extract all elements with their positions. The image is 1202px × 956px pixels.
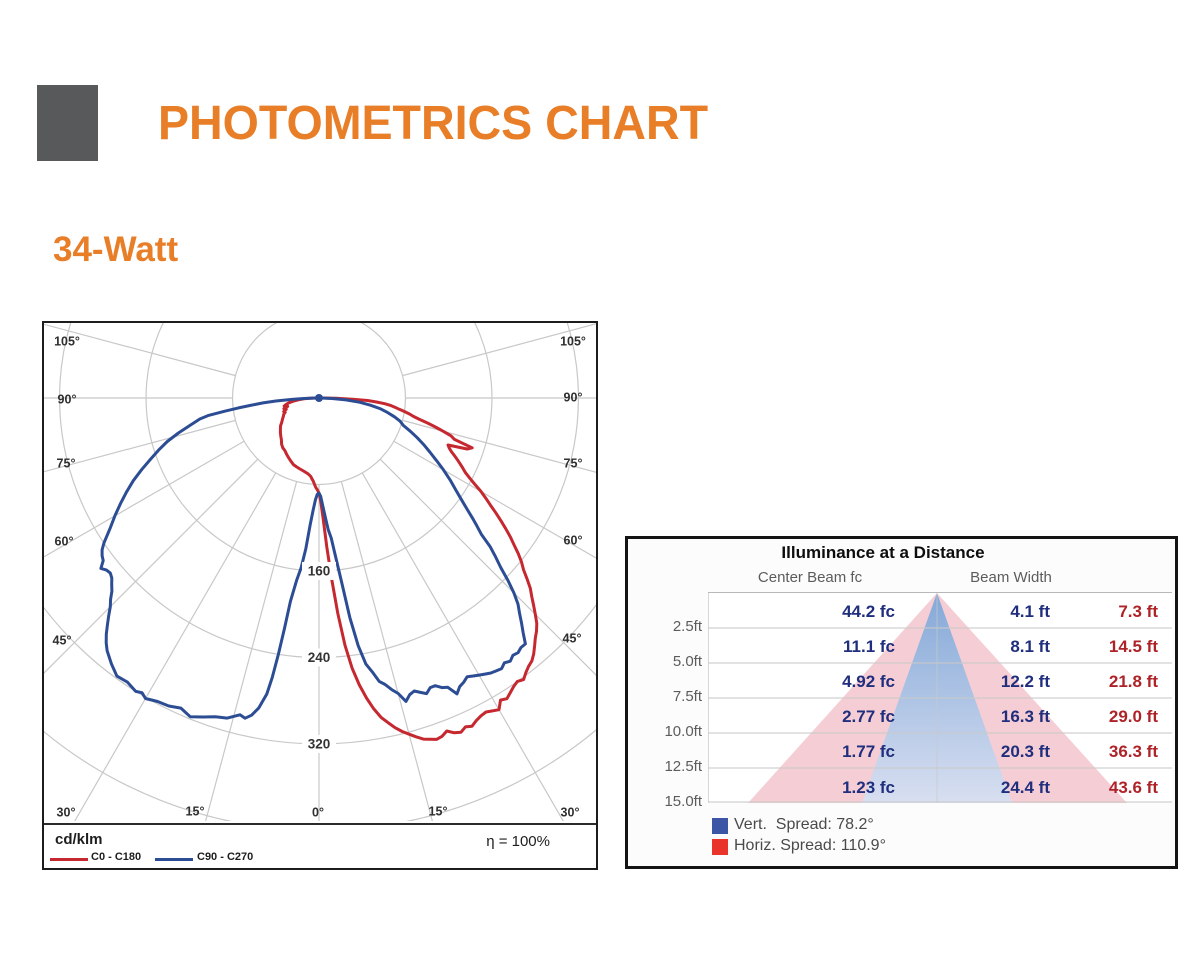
polar-distribution-chart: 160 240 320 105° 90° 75° 60° 45° 30° 15° 0° 15° 30° 4… bbox=[44, 323, 596, 821]
radial-tick-label: 320 bbox=[308, 736, 331, 751]
fc-value: 1.23 fc bbox=[842, 778, 895, 797]
beam-width-header: Beam Width bbox=[970, 569, 1052, 586]
legend-label-c90-c270: C90 - C270 bbox=[197, 851, 254, 863]
brand-square bbox=[37, 85, 98, 161]
horiz-width-value: 43.6 ft bbox=[1108, 778, 1158, 797]
fc-value: 2.77 fc bbox=[842, 707, 895, 726]
distance-label: 7.5ft bbox=[672, 688, 702, 705]
angle-tick-label: 15° bbox=[186, 804, 205, 818]
fc-value: 4.92 fc bbox=[842, 672, 895, 691]
fc-value: 11.1 fc bbox=[843, 637, 895, 656]
legend-line-c0-c180 bbox=[50, 858, 88, 861]
distance-label: 5.0ft bbox=[672, 653, 702, 670]
vert-width-value: 20.3 ft bbox=[1000, 742, 1050, 761]
wattage-subtitle: 34-Watt bbox=[53, 230, 179, 269]
page-title: PHOTOMETRICS CHART bbox=[158, 97, 709, 150]
unit-label: cd/klm bbox=[55, 831, 103, 848]
efficiency-label: η = 100% bbox=[486, 833, 550, 850]
angle-tick-label: 60° bbox=[55, 534, 74, 548]
angle-tick-label: 45° bbox=[563, 631, 582, 645]
angle-tick-label: 30° bbox=[57, 805, 76, 819]
legend-line-c90-c270 bbox=[155, 858, 193, 861]
beam-triangles bbox=[707, 593, 1172, 803]
polar-origin-dot bbox=[315, 394, 323, 402]
horiz-width-value: 14.5 ft bbox=[1108, 637, 1158, 656]
illuminance-panel: Illuminance at a Distance Center Beam fc… bbox=[625, 536, 1178, 869]
angle-tick-label: 90° bbox=[564, 390, 583, 404]
vert-width-value: 4.1 ft bbox=[1010, 602, 1050, 621]
distance-label: 15.0ft bbox=[664, 793, 702, 810]
fc-value: 44.2 fc bbox=[842, 602, 895, 621]
center-beam-header: Center Beam fc bbox=[757, 569, 863, 586]
vert-spread-swatch bbox=[712, 818, 728, 834]
horiz-width-value: 36.3 ft bbox=[1108, 742, 1158, 761]
angle-tick-label: 90° bbox=[58, 392, 77, 406]
polar-grid bbox=[44, 323, 596, 821]
horiz-width-value: 21.8 ft bbox=[1108, 672, 1158, 691]
vert-width-value: 16.3 ft bbox=[1000, 707, 1050, 726]
fc-value: 1.77 fc bbox=[842, 742, 895, 761]
polar-chart-footer: cd/klm η = 100% C0 - C180 C90 - C270 bbox=[44, 823, 596, 868]
vert-width-value: 8.1 ft bbox=[1010, 637, 1050, 656]
angle-tick-label: 45° bbox=[53, 633, 72, 647]
vert-spread-label: Vert. Spread: 78.2° bbox=[734, 816, 874, 833]
distance-label: 12.5ft bbox=[664, 758, 702, 775]
angle-tick-label: 105° bbox=[560, 334, 586, 348]
horiz-width-value: 7.3 ft bbox=[1118, 602, 1158, 621]
angle-tick-label: 0° bbox=[312, 805, 324, 819]
distance-label: 2.5ft bbox=[672, 618, 702, 635]
horiz-spread-label: Horiz. Spread: 110.9° bbox=[734, 837, 886, 854]
polar-chart-panel: 160 240 320 105° 90° 75° 60° 45° 30° 15° 0° 15° 30° 4… bbox=[42, 321, 598, 870]
illuminance-title: Illuminance at a Distance bbox=[781, 543, 985, 562]
angle-tick-label: 75° bbox=[57, 456, 76, 470]
vert-width-value: 24.4 ft bbox=[1000, 778, 1050, 797]
horiz-spread-swatch bbox=[712, 839, 728, 855]
curve-c90-c270 bbox=[99, 396, 527, 720]
distance-label: 10.0ft bbox=[664, 723, 702, 740]
angle-tick-label: 30° bbox=[561, 805, 580, 819]
angle-tick-label: 15° bbox=[429, 804, 448, 818]
legend-label-c0-c180: C0 - C180 bbox=[91, 851, 142, 863]
radial-tick-label: 240 bbox=[308, 650, 331, 665]
angle-tick-label: 105° bbox=[54, 334, 80, 348]
radial-tick-label: 160 bbox=[308, 564, 331, 579]
horiz-width-value: 29.0 ft bbox=[1108, 707, 1158, 726]
beam-spread-diagram bbox=[707, 592, 1172, 803]
angle-tick-label: 60° bbox=[564, 533, 583, 547]
curve-c0-c180 bbox=[278, 396, 539, 741]
angle-tick-label: 75° bbox=[564, 456, 583, 470]
vert-width-value: 12.2 ft bbox=[1000, 672, 1050, 691]
